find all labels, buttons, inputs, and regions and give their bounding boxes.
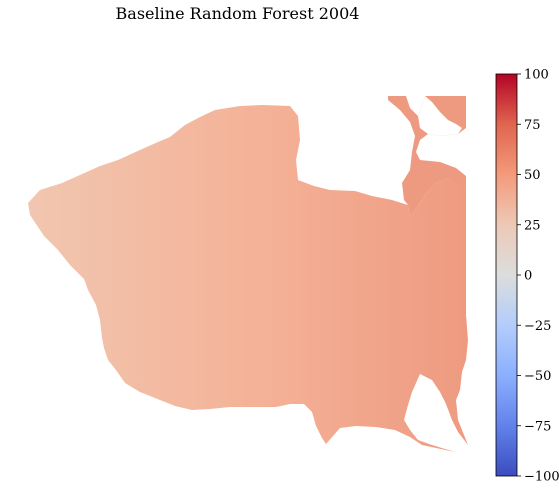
- colorbar-tick-label: −75: [524, 419, 551, 434]
- colorbar-bar: [495, 73, 518, 477]
- colorbar-tick-label: 0: [524, 269, 532, 284]
- colorbar-tick-label: 50: [524, 168, 541, 183]
- colorbar-tick-label: −25: [524, 319, 551, 334]
- land-mask: [28, 105, 468, 452]
- heatmap-region: [28, 96, 468, 452]
- southeast-bay: [404, 374, 468, 452]
- colorbar-tick-label: −100: [524, 470, 559, 485]
- colorbar: 100 75 50 25 0 −25 −50 −75 −100: [495, 68, 559, 485]
- colorbar-ticks: 100 75 50 25 0 −25 −50 −75 −100: [517, 68, 559, 485]
- colorbar-tick-label: 75: [524, 118, 541, 133]
- colorbar-tick-label: 100: [524, 68, 549, 83]
- colorbar-tick-label: −50: [524, 369, 551, 384]
- chart-title: Baseline Random Forest 2004: [115, 4, 360, 23]
- colorbar-tick-label: 25: [524, 218, 541, 233]
- lake-north: [418, 96, 462, 136]
